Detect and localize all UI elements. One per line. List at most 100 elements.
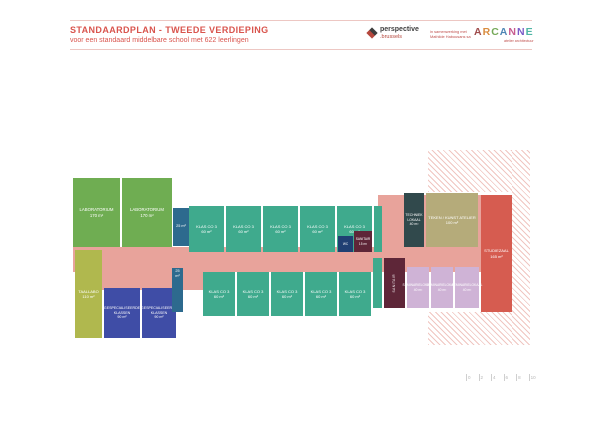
room-area: 40 m² (462, 287, 472, 292)
room-studiezaal: STUDIEZAAL 165 m² (481, 195, 512, 312)
room-label: KLAS CO 3 (276, 288, 298, 294)
room-label: KLAS CO 3 (208, 288, 230, 294)
header-rule-top (70, 20, 532, 21)
perspective-brussels-logo: perspective .brussels (366, 26, 419, 40)
collab-line1: in samenwerking met (430, 29, 467, 34)
room-label: SANITAIR (392, 273, 397, 293)
room-gespecialiseerde-klassen-1: GESPECIALISEERDE KLASSEN 90 m² (104, 288, 140, 338)
room-area: 60 m² (312, 229, 323, 234)
room-wc-box: WC (338, 236, 353, 252)
arcanne-letter: N (516, 26, 526, 38)
arcanne-letter: N (508, 26, 517, 38)
scale-tick: 4 (491, 374, 496, 382)
arcanne-wordmark: ARCANNE (474, 27, 534, 38)
room-label: KLAS CO 3 (242, 288, 264, 294)
room-klas-bottom-4: KLAS CO 3 60 m² (305, 272, 337, 316)
room-label: SANITAIR (355, 237, 371, 242)
room-area: 100 m² (445, 220, 459, 225)
room-label: KLAS CO 3 (196, 223, 217, 229)
room-klas-bottom-2: KLAS CO 3 60 m² (237, 272, 269, 316)
hatch-zone-bottom-right (428, 312, 512, 345)
room-area: 25 m² (176, 224, 186, 229)
room-label: LABORATORIUM (130, 206, 164, 212)
room-area: 40 m² (413, 287, 423, 292)
room-seminarie-2: SEMINARIELOKAAL 40 m² (427, 267, 457, 308)
room-area: 90 m² (117, 315, 127, 320)
room-area: 25 m² (175, 269, 180, 279)
scale-tick: 8 (516, 374, 521, 382)
room-label: KLAS CO 3 (310, 288, 332, 294)
scale-tick: 10 (528, 374, 536, 382)
room-area: 60 m² (275, 229, 286, 234)
room-small-25m2-bottom: 25 m² (172, 268, 183, 312)
scale-tick: 2 (478, 374, 484, 382)
room-label: LABORATORIUM (79, 206, 114, 212)
hatch-zone-right (512, 150, 530, 345)
room-klas-bottom-1: KLAS CO 3 60 m² (203, 272, 235, 316)
room-sliver-bottom (373, 258, 382, 308)
room-klas-top-2: KLAS CO 3 60 m² (226, 206, 261, 252)
room-klas-top-4: KLAS CO 3 60 m² (300, 206, 335, 252)
page-title: STANDAARDPLAN - TWEEDE VERDIEPING (70, 25, 269, 35)
room-klas-bottom-3: KLAS CO 3 60 m² (271, 272, 303, 316)
room-label: GESPECIALISEERDE KLASSEN (140, 305, 178, 315)
room-label: TECHNIEK LOKAAL (405, 213, 423, 222)
room-taallabo: TAALLABO 110 m² (75, 250, 102, 338)
perspective-logo-sub: .brussels (380, 33, 403, 40)
room-label: KLAS CO 3 (344, 223, 365, 229)
room-area: 15 m² (358, 241, 368, 246)
room-area: 60 m² (201, 229, 212, 234)
room-area: 170 m² (140, 212, 154, 218)
room-small-25m2-top: 25 m² (173, 208, 189, 246)
room-area: 60 m² (247, 294, 259, 299)
room-label: SEMINARIELOKAAL (402, 283, 434, 288)
room-area: 170 m² (89, 212, 104, 218)
room-area: 165 m² (490, 253, 503, 259)
room-teken-kunst-atelier: TEKEN / KUNST ATELIER 100 m² (426, 193, 478, 247)
room-seminarie-3: SEMINARIELOKAAL 40 m² (452, 267, 482, 308)
perspective-logo-name: perspective (380, 26, 419, 33)
arcanne-letter: E (525, 26, 534, 38)
room-klas-bottom-5: KLAS CO 3 60 m² (339, 272, 371, 316)
room-techniek-lokaal: TECHNIEK LOKAAL 40 m² (404, 193, 424, 247)
arcanne-letter: C (491, 26, 500, 38)
arcanne-letter: A (474, 26, 483, 38)
room-area: 60 m² (349, 294, 361, 299)
scale-tick: 0 (466, 374, 471, 382)
room-label: TAALLABO (78, 288, 99, 294)
room-laboratorium-1: LABORATORIUM 170 m² (73, 178, 120, 247)
room-label: SEMINARIELOKAAL (451, 283, 483, 288)
room-klas-top-1: KLAS CO 3 60 m² (189, 206, 224, 252)
arcanne-letter: A (499, 26, 509, 38)
room-sanitair-strip: SANITAIR (384, 258, 405, 308)
corridor-bottom-left (100, 258, 203, 290)
room-sanitair-top: SANITAIR 15 m² (354, 231, 372, 252)
room-label: KLAS CO 3 (344, 288, 366, 294)
header-rule-bottom (70, 49, 532, 50)
room-area: 60 m² (281, 294, 293, 299)
room-area: 40 m² (409, 222, 419, 227)
collaboration-credit: in samenwerking met Mathilde Habousans s… (430, 29, 471, 40)
room-area: 60 m² (213, 294, 225, 299)
room-label: KLAS CO 3 (307, 223, 328, 229)
room-area: 90 m² (154, 315, 164, 320)
room-area: 110 m² (82, 294, 95, 299)
room-label: KLAS CO 3 (233, 223, 254, 229)
room-label: TEKEN / KUNST ATELIER (428, 214, 476, 220)
room-label: KLAS CO 3 (270, 223, 291, 229)
page-subtitle: voor een standaard middelbare school met… (70, 37, 249, 44)
collab-line2: Mathilde Habousans sa (430, 34, 471, 40)
room-label: GESPECIALISEERDE KLASSEN (103, 305, 141, 315)
room-seminarie-1: SEMINARIELOKAAL 40 m² (403, 267, 433, 308)
room-area: 60 m² (238, 229, 249, 234)
room-laboratorium-2: LABORATORIUM 170 m² (122, 178, 172, 247)
scale-tick: 6 (503, 374, 509, 382)
scale-bar: 0 2 4 6 8 10 (466, 374, 536, 382)
room-sliver-top (374, 206, 382, 252)
room-label: SEMINARIELOKAAL (426, 283, 458, 288)
room-klas-top-3: KLAS CO 3 60 m² (263, 206, 298, 252)
hatch-zone-top-right (428, 150, 512, 192)
room-label: STUDIEZAAL (484, 248, 509, 254)
